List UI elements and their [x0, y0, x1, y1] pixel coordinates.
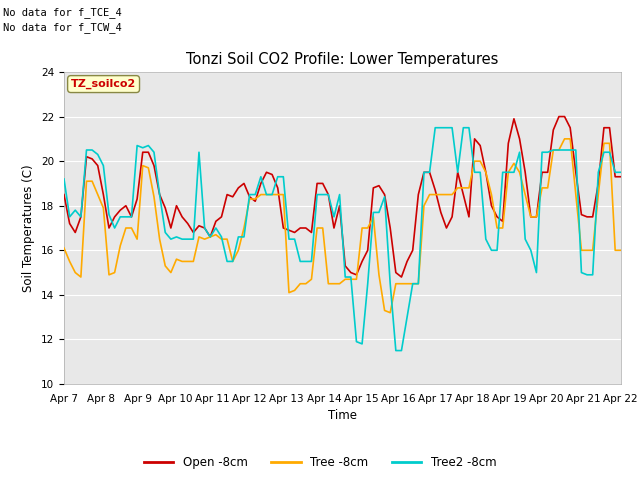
Text: No data for f_TCE_4: No data for f_TCE_4 — [3, 7, 122, 18]
Title: Tonzi Soil CO2 Profile: Lower Temperatures: Tonzi Soil CO2 Profile: Lower Temperatur… — [186, 52, 499, 67]
X-axis label: Time: Time — [328, 409, 357, 422]
Legend: Open -8cm, Tree -8cm, Tree2 -8cm: Open -8cm, Tree -8cm, Tree2 -8cm — [139, 452, 501, 474]
Text: No data for f_TCW_4: No data for f_TCW_4 — [3, 22, 122, 33]
Text: TZ_soilco2: TZ_soilco2 — [71, 79, 136, 89]
Y-axis label: Soil Temperatures (C): Soil Temperatures (C) — [22, 164, 35, 292]
